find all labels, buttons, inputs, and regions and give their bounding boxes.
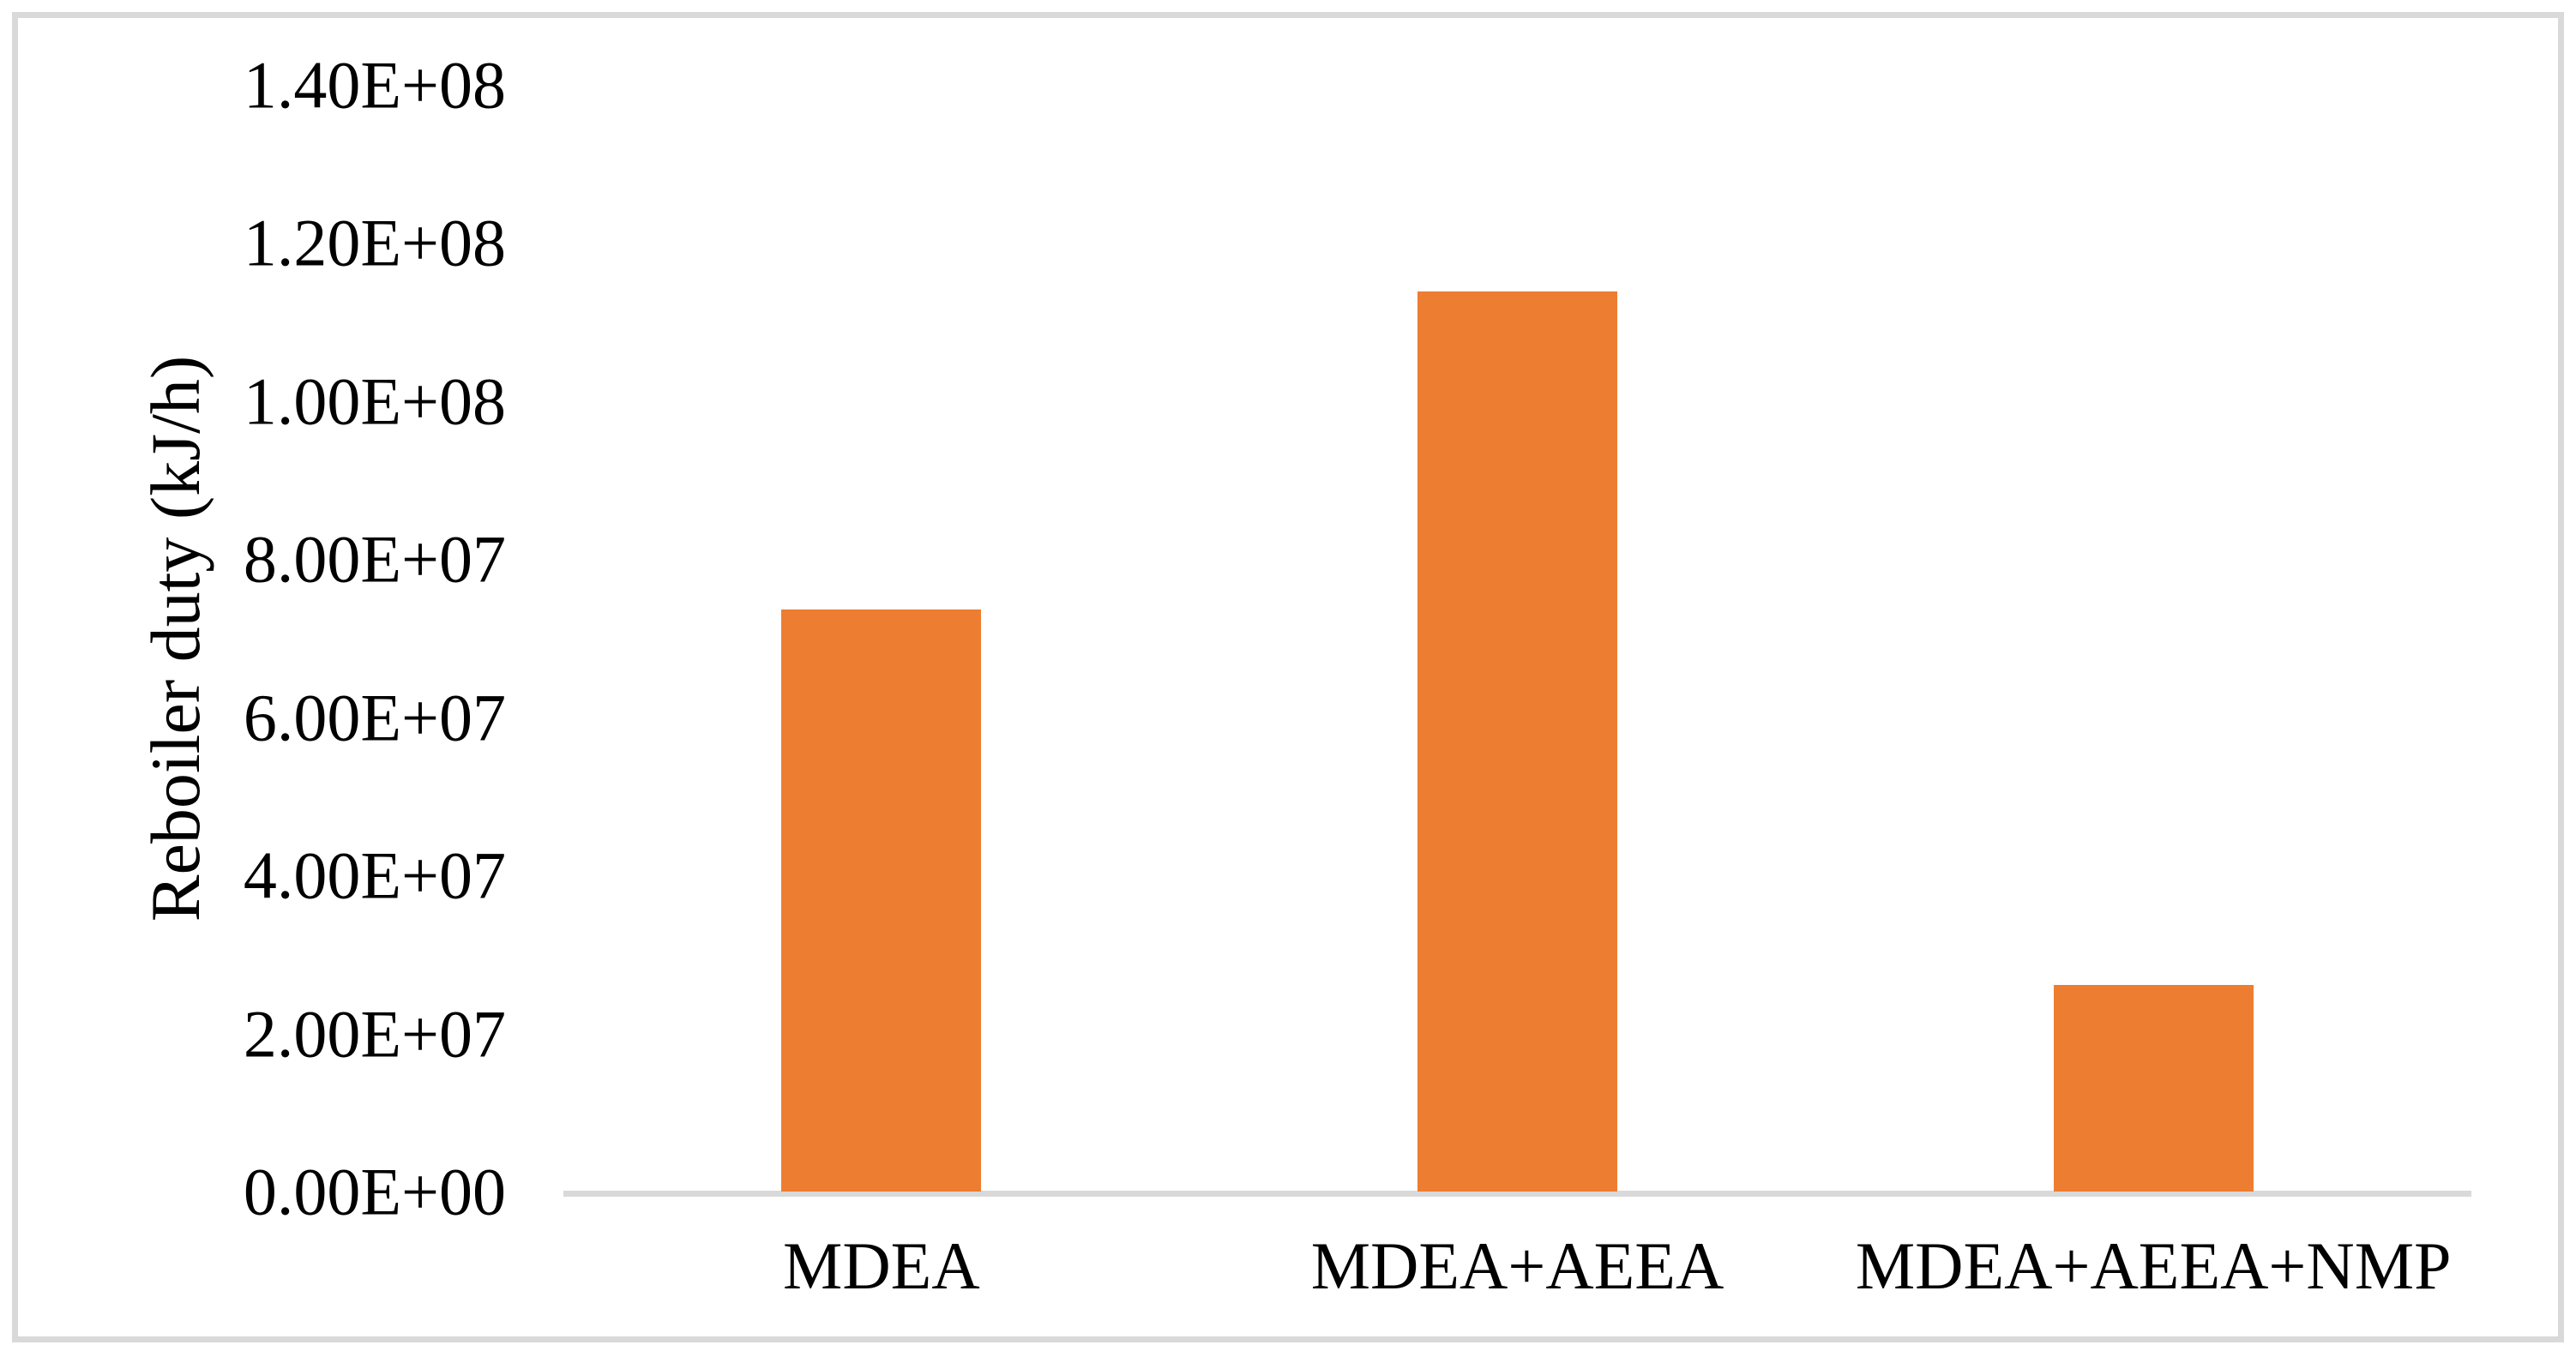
x-category-label: MDEA+AEEA+NMP — [1855, 1228, 2452, 1303]
y-tick-label: 2.00E+07 — [243, 996, 506, 1072]
y-axis-title: Reboiler duty (kJ/h) — [136, 355, 214, 922]
y-tick-label: 0.00E+00 — [243, 1154, 506, 1229]
bar-mdea — [781, 609, 982, 1192]
chart-frame-border — [12, 12, 2564, 1342]
y-tick-label: 1.20E+08 — [243, 205, 506, 280]
y-tick-label: 8.00E+07 — [243, 521, 506, 597]
x-axis-line — [563, 1191, 2471, 1197]
bar-mdea-aeea — [1417, 291, 1617, 1192]
x-category-label: MDEA+AEEA — [1310, 1228, 1724, 1303]
y-tick-label: 4.00E+07 — [243, 838, 506, 913]
y-tick-label: 1.40E+08 — [243, 47, 506, 123]
bar-mdea-aeea-nmp — [2053, 984, 2254, 1192]
y-tick-label: 1.00E+08 — [243, 363, 506, 439]
x-category-label: MDEA — [782, 1228, 980, 1303]
y-tick-label: 6.00E+07 — [243, 680, 506, 755]
